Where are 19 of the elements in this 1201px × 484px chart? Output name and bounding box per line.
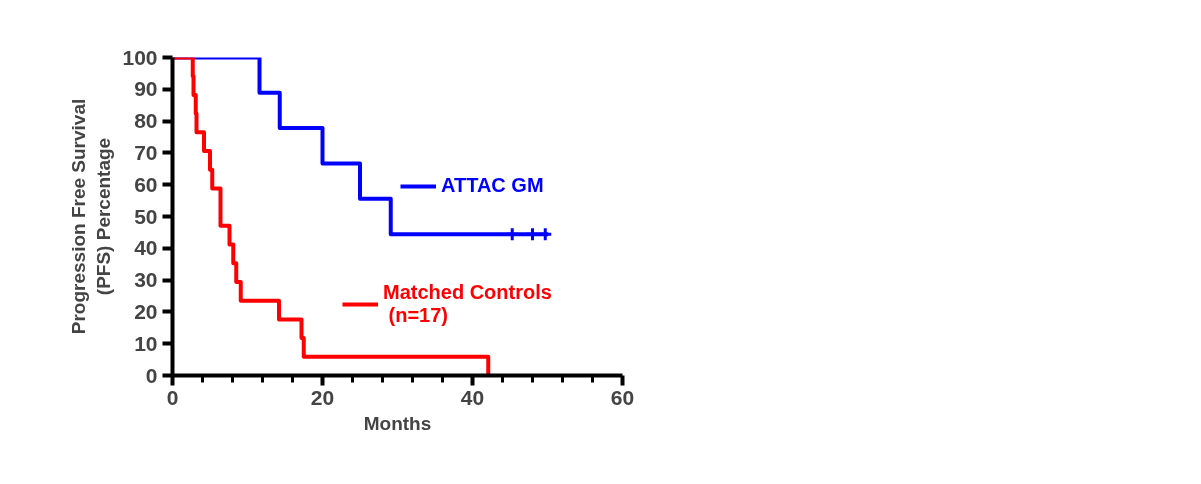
y-tick-label: 80: [134, 109, 158, 133]
legend-label: Matched Controls (n=17): [383, 281, 552, 327]
x-tick-label: 20: [310, 385, 335, 409]
y-tick-label: 60: [134, 172, 158, 196]
y-tick-label: 50: [134, 204, 158, 228]
y-tick-label: 90: [134, 77, 158, 101]
x-tick-label: 60: [610, 385, 635, 409]
x-tick-label: 40: [460, 385, 485, 409]
x-axis-title: Months: [363, 412, 432, 434]
y-axis-title: Progression Free Survival (PFS) Percentage: [68, 98, 115, 335]
x-tick-label: 0: [166, 385, 179, 409]
y-tick-label: 20: [134, 299, 158, 323]
y-tick-label: 10: [134, 331, 158, 355]
legend-label: ATTAC GM: [441, 174, 544, 197]
y-tick-label: 0: [145, 363, 158, 387]
y-tick-label: 70: [134, 140, 158, 164]
y-tick-label: 40: [134, 236, 158, 260]
y-tick-label: 100: [122, 45, 158, 69]
y-tick-label: 30: [134, 268, 158, 292]
